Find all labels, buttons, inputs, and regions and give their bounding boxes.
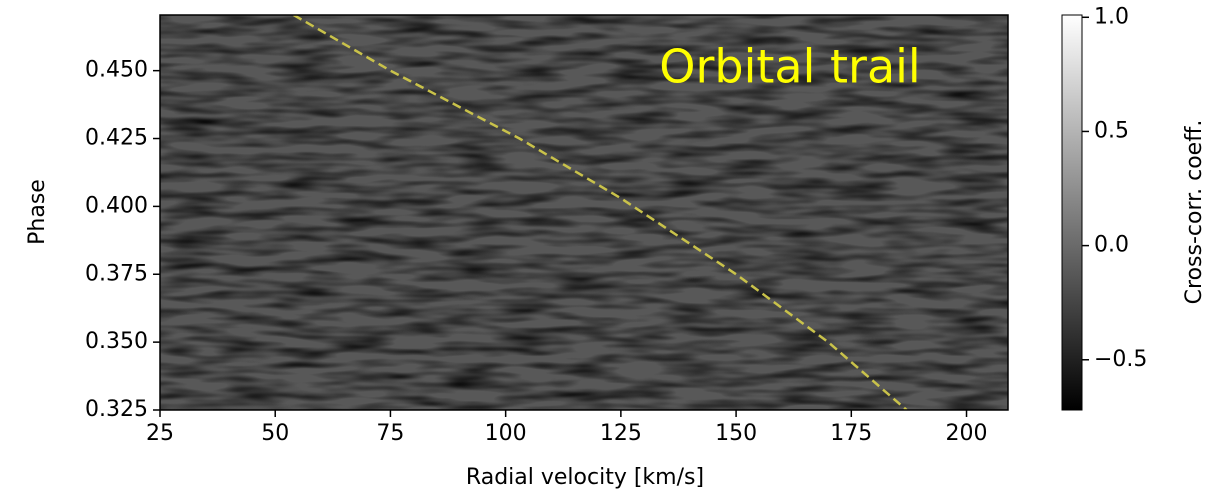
heatmap-texture (160, 15, 1008, 410)
plot-frame (159, 14, 1009, 411)
y-tick-label: 0.375 (85, 261, 148, 286)
x-tick-label: 25 (146, 421, 174, 446)
colorbar-tick-label: 0.0 (1094, 233, 1129, 258)
colorbar-label: Cross-corr. coeff. (1182, 120, 1207, 305)
x-tick-label: 100 (485, 421, 527, 446)
x-tick-label: 50 (261, 421, 289, 446)
annotation: Orbital trail (659, 40, 920, 94)
y-tick-label: 0.350 (85, 329, 148, 354)
y-axis-label: Phase (25, 179, 50, 245)
colorbar-tick-label: 1.0 (1094, 4, 1129, 29)
colorbar (1061, 14, 1083, 411)
x-tick-label: 75 (376, 421, 404, 446)
x-tick-label: 200 (946, 421, 988, 446)
colorbar-tick-label: 0.5 (1094, 118, 1129, 143)
x-tick-label: 175 (830, 421, 872, 446)
y-tick-label: 0.400 (85, 193, 148, 218)
x-tick-label: 125 (600, 421, 642, 446)
x-axis-label: Radial velocity [km/s] (466, 465, 704, 490)
y-tick-label: 0.325 (85, 397, 148, 422)
colorbar-tick-label: −0.5 (1094, 347, 1147, 372)
y-tick-label: 0.425 (85, 126, 148, 151)
y-tick-label: 0.450 (85, 58, 148, 83)
x-tick-label: 150 (715, 421, 757, 446)
